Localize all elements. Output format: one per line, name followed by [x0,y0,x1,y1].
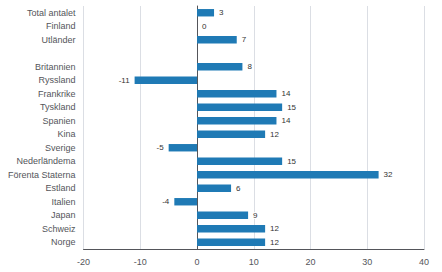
svg-text:3: 3 [219,8,224,17]
svg-text:Norge: Norge [51,237,76,247]
svg-text:14: 14 [281,89,290,98]
svg-text:8: 8 [247,62,252,71]
svg-text:7: 7 [242,35,247,44]
svg-text:10: 10 [249,257,259,267]
svg-text:Italien: Italien [52,197,76,207]
svg-text:15: 15 [287,157,296,166]
svg-text:40: 40 [419,257,429,267]
svg-text:32: 32 [384,170,393,179]
svg-text:20: 20 [306,257,316,267]
svg-text:12: 12 [270,224,279,233]
svg-text:Nederländema: Nederländema [16,156,75,166]
svg-text:-20: -20 [77,257,90,267]
svg-text:0: 0 [202,22,207,31]
svg-text:Britannien: Britannien [35,62,76,72]
svg-text:-4: -4 [162,197,170,206]
svg-text:Utländer: Utländer [42,35,76,45]
svg-text:Finland: Finland [46,21,76,31]
svg-text:Tyskland: Tyskland [40,102,76,112]
svg-text:Kina: Kina [58,129,76,139]
svg-text:Frankrike: Frankrike [38,89,76,99]
svg-text:Spanien: Spanien [43,116,76,126]
svg-text:Schweiz: Schweiz [42,224,76,234]
svg-text:-5: -5 [157,143,165,152]
svg-text:Estland: Estland [46,183,76,193]
svg-text:Total antalet: Total antalet [27,8,76,18]
svg-text:12: 12 [270,238,279,247]
svg-text:Ryssland: Ryssland [39,75,76,85]
svg-text:Förenta Staterna: Förenta Staterna [8,170,76,180]
svg-text:15: 15 [287,103,296,112]
svg-text:-11: -11 [119,76,131,85]
svg-text:30: 30 [362,257,372,267]
svg-text:12: 12 [270,130,279,139]
svg-text:-10: -10 [134,257,147,267]
svg-text:Sverige: Sverige [45,143,76,153]
svg-text:6: 6 [236,184,241,193]
svg-text:Japan: Japan [51,210,76,220]
svg-text:14: 14 [281,116,290,125]
svg-text:0: 0 [195,257,200,267]
svg-text:9: 9 [253,211,258,220]
